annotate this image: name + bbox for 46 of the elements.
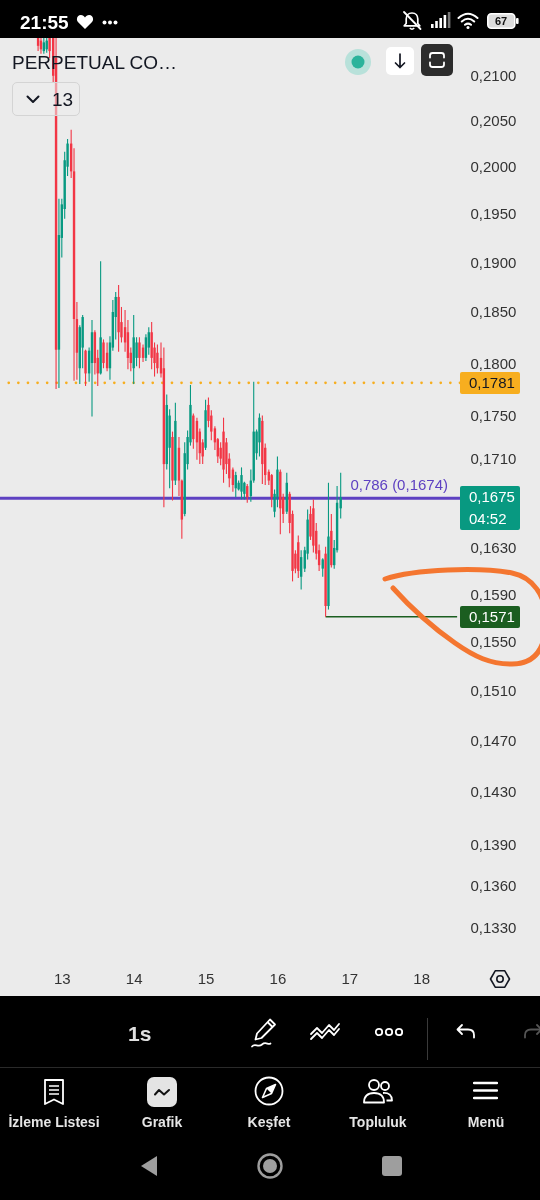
candlestick: [171, 431, 174, 502]
price-tag: 0,1571: [460, 605, 520, 628]
x-tick-label: 13: [53, 969, 71, 987]
x-tick-label: 14: [125, 969, 143, 987]
text: Topluluk: [349, 1114, 407, 1130]
y-tick-label: 0,1550: [470, 633, 517, 651]
y-tick-label: 0,1330: [470, 918, 517, 936]
ref-line-label: 0,786 (0,1674): [350, 476, 448, 494]
y-tick-label: 0,1590: [470, 585, 517, 603]
x-tick-label: 16: [269, 969, 287, 987]
annotation: 13: [52, 88, 74, 110]
y-tick-label: 0,1360: [470, 876, 517, 894]
candlestick: [138, 336, 141, 369]
y-tick-label: 0,1430: [470, 783, 517, 801]
text: İzleme Listesi: [8, 1114, 100, 1130]
x-tick-label: 15: [197, 969, 215, 987]
y-tick-label: 0,2050: [470, 112, 517, 130]
y-tick-label: 0,1900: [470, 253, 517, 271]
candlestick: [102, 338, 105, 369]
text: Menü: [467, 1114, 505, 1130]
y-tick-label: 0,1470: [470, 731, 517, 749]
x-tick-label: 18: [413, 969, 431, 987]
text: Keşfet: [247, 1114, 291, 1130]
text: Grafik: [141, 1114, 183, 1130]
candlestick: [270, 473, 273, 508]
y-tick-label: 0,1750: [470, 407, 517, 425]
candlestick: [258, 412, 261, 458]
price-tag: 0,1675 04:52: [460, 486, 520, 531]
y-tick-label: 0,2100: [470, 67, 517, 85]
price-tag: 0,1781: [460, 371, 520, 394]
y-tick-label: 0,1850: [470, 303, 517, 321]
text: 67: [494, 14, 508, 27]
x-tick-label: 17: [341, 969, 359, 987]
candlestick: [135, 336, 138, 367]
y-tick-label: 0,1630: [470, 539, 517, 557]
text: 1s: [128, 1021, 152, 1045]
y-tick-label: 0,1800: [470, 354, 517, 372]
candlestick: [156, 343, 159, 374]
y-tick-label: 0,1510: [470, 681, 517, 699]
candlestick: [321, 557, 324, 578]
y-tick-label: 0,1950: [470, 205, 517, 223]
text: 21:55: [20, 11, 69, 33]
y-tick-label: 0,1710: [470, 450, 517, 468]
y-tick-label: 0,1390: [470, 836, 517, 854]
y-tick-label: 0,2000: [470, 158, 517, 176]
candlestick: [84, 349, 87, 387]
